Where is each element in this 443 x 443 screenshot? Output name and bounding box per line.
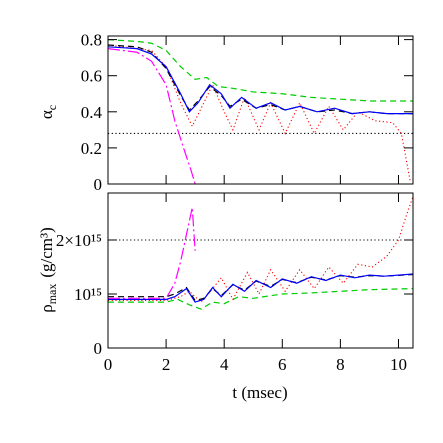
series-line xyxy=(108,44,411,181)
y-axis-label: αc xyxy=(37,105,59,119)
plot-frame xyxy=(107,35,414,185)
y-label-unit: (g/cm³) xyxy=(37,227,56,277)
x-tick-label: 2 xyxy=(162,355,171,374)
x-tick-label: 10 xyxy=(390,355,407,374)
series-line xyxy=(108,273,413,302)
y-tick-label: 2×10¹⁵ xyxy=(56,231,102,250)
x-tick-label: 8 xyxy=(336,355,345,374)
series-line xyxy=(108,48,196,184)
series-line xyxy=(108,39,413,102)
series-line xyxy=(108,273,413,303)
y-tick-label: 0.4 xyxy=(81,103,103,122)
series-line xyxy=(108,46,413,115)
y-axis-label: ρmax (g/cm³) xyxy=(37,227,59,313)
x-tick-label: 6 xyxy=(278,355,287,374)
y-tick-label: 0 xyxy=(94,339,103,358)
y-tick-label: 0.2 xyxy=(81,139,102,158)
series-line xyxy=(108,196,413,303)
series-line xyxy=(108,287,413,310)
series-line xyxy=(108,207,196,299)
y-tick-label: 0.6 xyxy=(81,67,102,86)
y-tick-label: 0.8 xyxy=(81,31,102,50)
y-label-symbol: ρ xyxy=(37,304,56,312)
plot-frame xyxy=(107,192,414,349)
y-label-subscript: max xyxy=(45,284,59,305)
x-axis-label: t (msec) xyxy=(232,383,287,402)
y-label-symbol: α xyxy=(37,110,56,119)
y-tick-label: 0 xyxy=(94,175,103,194)
y-label-subscript: c xyxy=(45,105,59,110)
x-tick-label: 0 xyxy=(104,355,113,374)
x-tick-label: 4 xyxy=(220,355,229,374)
y-tick-label: 10¹⁵ xyxy=(74,285,102,304)
